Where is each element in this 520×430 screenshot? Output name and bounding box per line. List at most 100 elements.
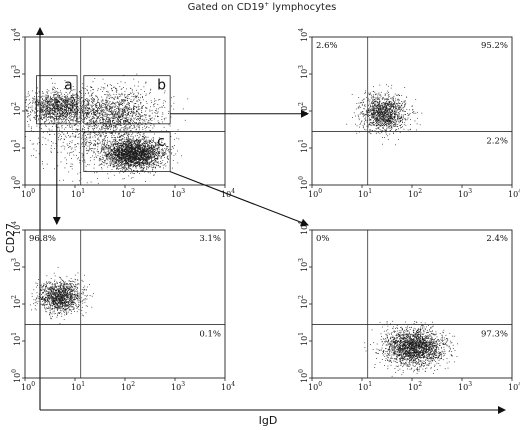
data-point <box>48 101 49 103</box>
data-point <box>87 110 88 111</box>
data-point <box>149 165 150 167</box>
data-point <box>64 101 65 102</box>
data-point <box>66 100 68 102</box>
data-point <box>144 127 146 129</box>
data-point <box>108 126 110 128</box>
data-point <box>142 152 143 153</box>
data-point <box>143 105 144 106</box>
data-point <box>124 158 126 159</box>
data-point <box>65 109 67 111</box>
data-point <box>132 91 134 93</box>
data-point <box>152 152 154 154</box>
data-point <box>72 97 74 99</box>
data-point <box>94 126 96 128</box>
data-point <box>61 98 63 100</box>
data-point <box>55 91 57 93</box>
data-point <box>48 113 50 114</box>
data-point <box>65 120 67 122</box>
data-point <box>140 164 142 166</box>
data-point <box>80 108 82 109</box>
data-point <box>107 114 108 116</box>
data-point <box>87 103 89 105</box>
data-point <box>150 119 151 121</box>
data-point <box>145 153 147 155</box>
data-point <box>87 92 89 94</box>
data-point <box>107 147 109 149</box>
data-point <box>112 154 114 156</box>
data-point <box>81 97 82 99</box>
data-point <box>71 103 73 105</box>
data-point <box>114 106 116 108</box>
data-point <box>25 99 27 101</box>
data-point <box>82 100 84 102</box>
data-point <box>131 150 133 152</box>
data-point <box>122 116 124 118</box>
data-point <box>37 101 39 103</box>
data-point <box>65 122 67 124</box>
data-point <box>58 108 60 110</box>
data-point <box>88 103 89 105</box>
data-point <box>65 105 67 106</box>
data-point <box>82 107 84 108</box>
data-point <box>130 152 132 154</box>
data-point <box>110 106 112 108</box>
data-point <box>154 157 155 159</box>
data-point <box>111 148 112 150</box>
data-point <box>133 169 134 171</box>
data-point <box>109 158 111 160</box>
data-point <box>27 113 29 115</box>
data-point <box>142 148 144 150</box>
data-point <box>150 155 151 157</box>
data-point <box>55 111 56 113</box>
data-point <box>131 168 132 170</box>
data-point <box>133 105 135 107</box>
data-point <box>130 145 132 147</box>
data-point <box>116 98 118 99</box>
data-point <box>146 157 148 159</box>
data-point <box>145 144 146 146</box>
data-point <box>122 99 124 100</box>
data-point <box>56 110 58 112</box>
data-point <box>70 110 72 112</box>
data-point <box>75 106 77 108</box>
data-point <box>116 88 117 90</box>
data-point <box>129 148 131 149</box>
data-point <box>113 98 115 100</box>
data-point <box>49 110 51 111</box>
data-point <box>34 119 36 120</box>
data-point <box>133 145 135 146</box>
data-point <box>112 119 114 121</box>
data-point <box>148 154 150 155</box>
data-point <box>126 152 127 153</box>
data-point <box>120 89 122 90</box>
data-point <box>134 165 136 166</box>
data-point <box>140 157 142 158</box>
data-point <box>108 154 110 156</box>
data-point <box>100 122 102 123</box>
data-point <box>55 111 56 112</box>
data-point <box>133 159 134 161</box>
data-point <box>149 151 151 153</box>
data-point <box>54 118 56 119</box>
data-point <box>71 112 73 113</box>
data-point <box>161 106 163 108</box>
data-point <box>106 143 108 145</box>
data-point <box>102 103 103 104</box>
data-point <box>130 163 132 165</box>
data-point <box>100 134 102 136</box>
data-point <box>126 103 128 105</box>
data-point <box>138 146 140 148</box>
data-point <box>112 128 114 130</box>
data-point <box>145 114 147 116</box>
data-point <box>105 106 107 108</box>
data-point <box>116 157 118 159</box>
data-point <box>143 146 145 147</box>
data-point <box>143 168 144 170</box>
data-point <box>156 162 158 164</box>
data-point <box>93 108 95 110</box>
data-point <box>46 99 47 101</box>
data-point <box>124 165 125 167</box>
data-point <box>113 153 114 155</box>
data-point <box>99 118 100 120</box>
data-point <box>138 150 140 152</box>
